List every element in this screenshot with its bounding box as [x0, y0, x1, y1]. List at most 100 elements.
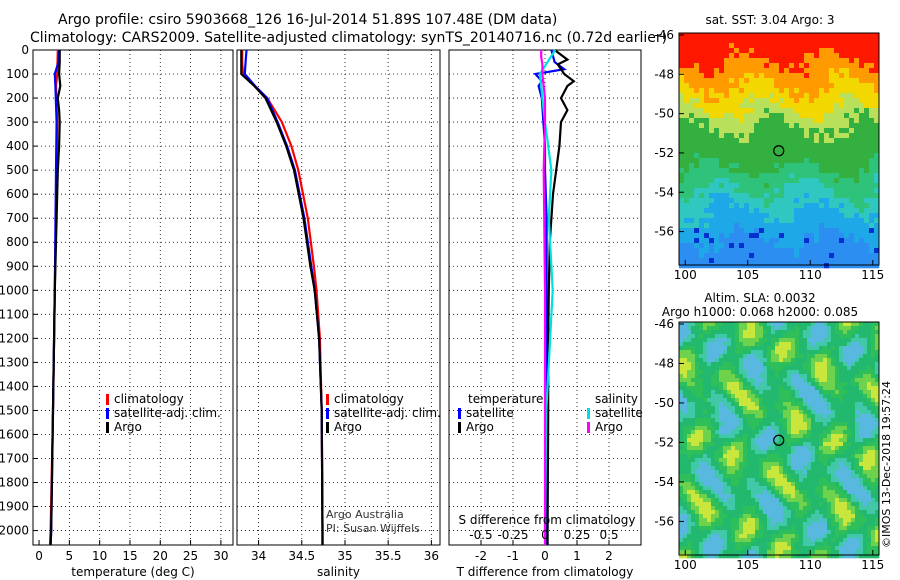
- legend-label: satellite: [466, 406, 514, 420]
- map-cell: [794, 143, 800, 149]
- map-cell: [699, 550, 704, 555]
- map-cell: [795, 418, 800, 423]
- map-cell: [771, 366, 776, 371]
- map-cell: [684, 168, 690, 174]
- map-cell: [867, 406, 872, 411]
- map-cell: [719, 128, 725, 134]
- map-cell: [771, 438, 776, 443]
- map-cell: [811, 542, 816, 547]
- map-cell: [751, 442, 756, 447]
- map-cell: [694, 133, 700, 139]
- map-cell: [844, 63, 850, 69]
- map-cell: [719, 350, 724, 355]
- map-cell: [691, 454, 696, 459]
- map-cell: [704, 158, 710, 164]
- map-cell: [764, 178, 770, 184]
- map-cell: [811, 530, 816, 535]
- map-cell: [767, 386, 772, 391]
- map-cell: [811, 538, 816, 543]
- map-cell: [859, 362, 864, 367]
- map-cell: [839, 506, 844, 511]
- map-cell: [759, 233, 765, 239]
- map-cell: [715, 458, 720, 463]
- map-cell: [795, 474, 800, 479]
- map-cell: [694, 33, 700, 39]
- map-cell: [807, 382, 812, 387]
- map-cell: [743, 334, 748, 339]
- map-cell: [807, 474, 812, 479]
- map-cell: [743, 426, 748, 431]
- map-cell: [754, 58, 760, 64]
- map-cell: [849, 73, 855, 79]
- map-cell: [767, 450, 772, 455]
- map-cell: [727, 422, 732, 427]
- map-cell: [747, 466, 752, 471]
- map-cell: [739, 454, 744, 459]
- map-cell: [719, 462, 724, 467]
- map-cell: [699, 474, 704, 479]
- map-cell: [731, 426, 736, 431]
- map-cell: [779, 223, 785, 229]
- map-cell: [715, 498, 720, 503]
- map-cell: [687, 386, 692, 391]
- map-cell: [739, 370, 744, 375]
- map-cell: [707, 370, 712, 375]
- map-cell: [715, 422, 720, 427]
- map-cell: [764, 128, 770, 134]
- map-cell: [855, 454, 860, 459]
- legend-label: satellite-adj. clim.: [114, 406, 221, 420]
- map-cell: [719, 426, 724, 431]
- map-cell: [843, 458, 848, 463]
- map-cell: [783, 342, 788, 347]
- map-cell: [735, 422, 740, 427]
- map-cell: [824, 258, 830, 264]
- map-cell: [867, 382, 872, 387]
- map-cell: [823, 470, 828, 475]
- map-cell: [843, 394, 848, 399]
- map-cell: [823, 382, 828, 387]
- map-cell: [759, 43, 765, 49]
- map-cell: [783, 394, 788, 399]
- map-cell: [739, 406, 744, 411]
- map-cell: [779, 143, 785, 149]
- map-cell: [679, 38, 685, 44]
- map-cell: [804, 203, 810, 209]
- map-cell: [719, 253, 725, 259]
- map-cell: [755, 334, 760, 339]
- map-cell: [823, 466, 828, 471]
- map-cell: [867, 430, 872, 435]
- map-cell: [824, 158, 830, 164]
- map-cell: [814, 173, 820, 179]
- map-cell: [689, 233, 695, 239]
- y-tick-label: 100: [6, 67, 29, 81]
- map-cell: [784, 193, 790, 199]
- map-cell: [727, 522, 732, 527]
- map-cell: [683, 490, 688, 495]
- map-cell: [763, 350, 768, 355]
- map-cell: [731, 514, 736, 519]
- map-cell: [709, 173, 715, 179]
- map-cell: [739, 410, 744, 415]
- map-cell: [679, 398, 684, 403]
- map-cell: [839, 168, 845, 174]
- map-cell: [723, 458, 728, 463]
- map-cell: [849, 48, 855, 54]
- map-cell: [714, 78, 720, 84]
- map-cell: [744, 83, 750, 89]
- map-cell: [707, 362, 712, 367]
- map-cell: [714, 73, 720, 79]
- map-cell: [875, 510, 880, 515]
- map-cell: [834, 48, 840, 54]
- map-cell: [814, 258, 820, 264]
- map-cell: [831, 466, 836, 471]
- map-cell: [755, 446, 760, 451]
- series-line-argo: [240, 50, 324, 545]
- map-cell: [859, 438, 864, 443]
- map-cell: [703, 450, 708, 455]
- map-cell: [751, 542, 756, 547]
- map-cell: [844, 263, 850, 269]
- map-cell: [759, 382, 764, 387]
- map-cell: [827, 386, 832, 391]
- map-cell: [699, 168, 705, 174]
- map-cell: [847, 510, 852, 515]
